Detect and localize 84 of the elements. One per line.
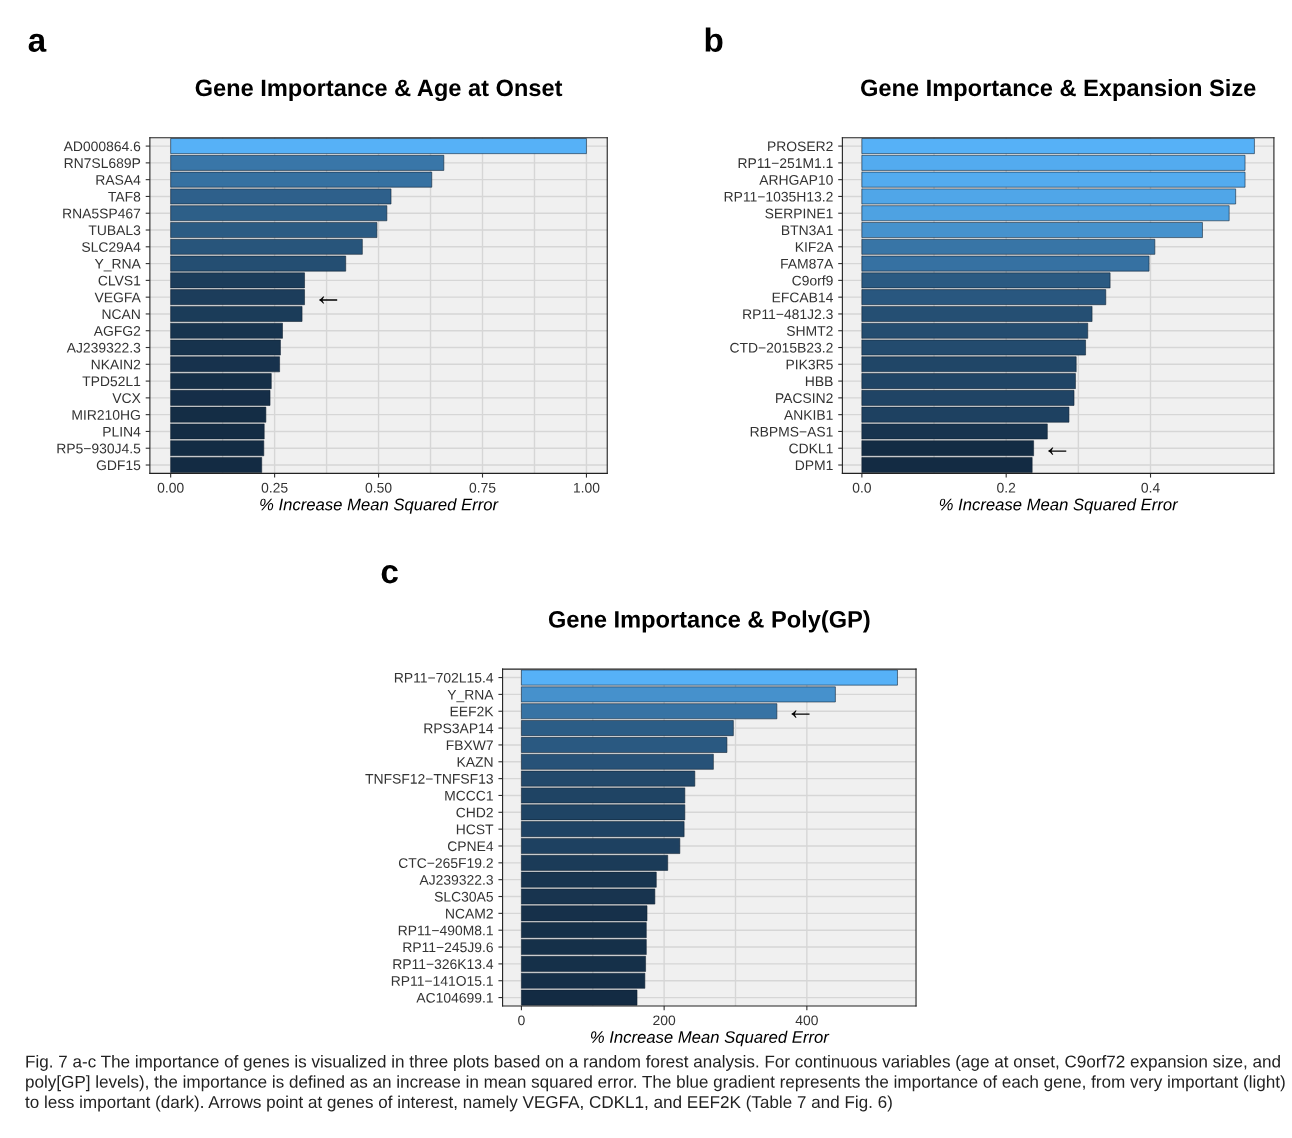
y-tick-label: FBXW7 [446,740,493,750]
y-tick-label: AD000864.6 [63,141,141,152]
y-tick-label: EEF2K [450,706,494,717]
y-tick-label: SLC30A5 [434,891,493,902]
x-tick-label: 0.75 [469,482,496,493]
y-tick-label: CLVS1 [98,275,141,286]
y-tick-label: CTD−2015B23.2 [730,342,833,353]
y-tick-label: PIK3R5 [786,359,833,370]
y-tick-label: NCAM2 [446,908,493,919]
x-axis-title: % Increase Mean Squared Error [591,1030,830,1047]
x-tick-label: 0.2 [997,482,1016,493]
y-tick-label: RP11−1035H13.2 [724,191,833,202]
x-tick-label: 0 [518,1015,525,1026]
y-tick-label: RP11−245J9.6 [403,942,493,953]
y-tick-label: SERPINE1 [765,208,833,219]
y-tick-label: RP11−490M8.1 [398,925,493,936]
y-tick-label: ARHGAP10 [759,175,833,185]
y-tick-label: VCX [112,393,141,404]
y-tick-label: TAF8 [108,191,141,202]
text: a [28,33,47,52]
y-tick-label: KIF2A [795,242,834,252]
annotation: ← [791,710,810,718]
y-tick-label: RP11−326K13.4 [393,959,494,970]
y-tick-label: PROSER2 [768,141,833,152]
y-tick-label: AC104699.1 [416,992,493,1003]
y-tick-label: CTC−265F19.2 [398,858,493,868]
y-tick-label: RP5−930J4.5 [57,443,141,454]
y-tick-label: C9orf9 [792,275,833,286]
chart-title: Gene Importance & Expansion Size [861,78,1256,101]
y-tick-label: NCAN [102,309,140,320]
y-tick-label: SLC29A4 [82,242,141,252]
x-tick-label: 200 [653,1015,676,1026]
y-tick-label: GDF15 [96,460,141,471]
y-tick-label: TNFSF12−TNFSF13 [365,773,493,784]
y-tick-label: HBB [805,376,833,387]
annotation: ← [319,296,338,304]
y-tick-label: RP11−702L15.4 [394,672,494,683]
x-tick-label: 0.4 [1141,482,1160,493]
y-tick-label: RP11−141O15.1 [391,976,493,986]
y-tick-label: BTN3A1 [782,225,833,236]
y-tick-label: AJ239322.3 [419,875,493,885]
y-tick-label: CPNE4 [447,841,494,852]
y-tick-label: MIR210HG [72,409,140,420]
y-tick-label: RNA5SP467 [63,208,141,219]
y-tick-label: VEGFA [94,292,141,303]
y-tick-label: CDKL1 [789,443,833,454]
x-tick-label: 0.0 [852,482,871,493]
chart-title: Gene Importance & Age at Onset [195,79,563,102]
x-axis-title: % Increase Mean Squared Error [939,498,1179,514]
y-tick-label: MCCC1 [445,790,493,801]
y-tick-label: EFCAB14 [772,292,833,303]
x-tick-label: 0.25 [261,482,288,493]
y-tick-label: TPD52L1 [82,376,141,387]
caption: Fig. 7 a-c The importance of genes is visualized in three plots based on a random forest analysis. For continuous variables (age at onset, C9orf72 expansion size, and poly[GP] levels), the importance is defined as an increase in mean squared error. The blue gradient represents the importance of each gene, from very important (light) to less important (dark). Arrows point at genes of interest, namely VEGFA, CDKL1, and EEF2K (Table 7 and Fig. 6) [25,1055,1285,1112]
x-tick-label: 1.00 [574,482,600,493]
y-tick-label: RN7SL689P [64,158,141,169]
y-tick-label: RBPMS−AS1 [750,426,833,437]
chart-title: Gene Importance & Poly(GP) [548,610,870,633]
y-tick-label: RP11−481J2.3 [743,309,833,320]
y-tick-label: RP11−251M1.1 [738,158,833,169]
x-tick-label: 0.00 [157,482,184,493]
y-tick-label: Y_RNA [447,689,494,703]
annotation: ← [1048,447,1067,455]
y-tick-label: AGFG2 [93,326,141,336]
y-tick-label: PACSIN2 [776,393,833,404]
y-tick-label: DPM1 [795,460,833,471]
y-tick-label: CHD2 [456,807,493,818]
y-tick-label: KAZN [457,757,493,767]
x-tick-label: 400 [795,1015,818,1026]
text: b [705,27,723,52]
y-tick-label: TUBAL3 [88,225,141,236]
y-tick-label: ANKIB1 [783,410,833,420]
y-tick-label: NKAIN2 [91,359,141,370]
y-tick-label: RASA4 [96,175,141,185]
x-axis-title: % Increase Mean Squared Error [260,498,499,514]
y-tick-label: HCST [456,824,494,835]
y-tick-label: PLIN4 [103,426,141,437]
x-tick-label: 0.50 [365,482,392,493]
y-tick-label: AJ239322.3 [66,342,141,353]
text: c [381,565,398,584]
y-tick-label: Y_RNA [94,259,141,272]
y-tick-label: SHMT2 [786,326,833,336]
y-tick-label: RPS3AP14 [424,723,494,734]
y-tick-label: FAM87A [781,258,834,269]
